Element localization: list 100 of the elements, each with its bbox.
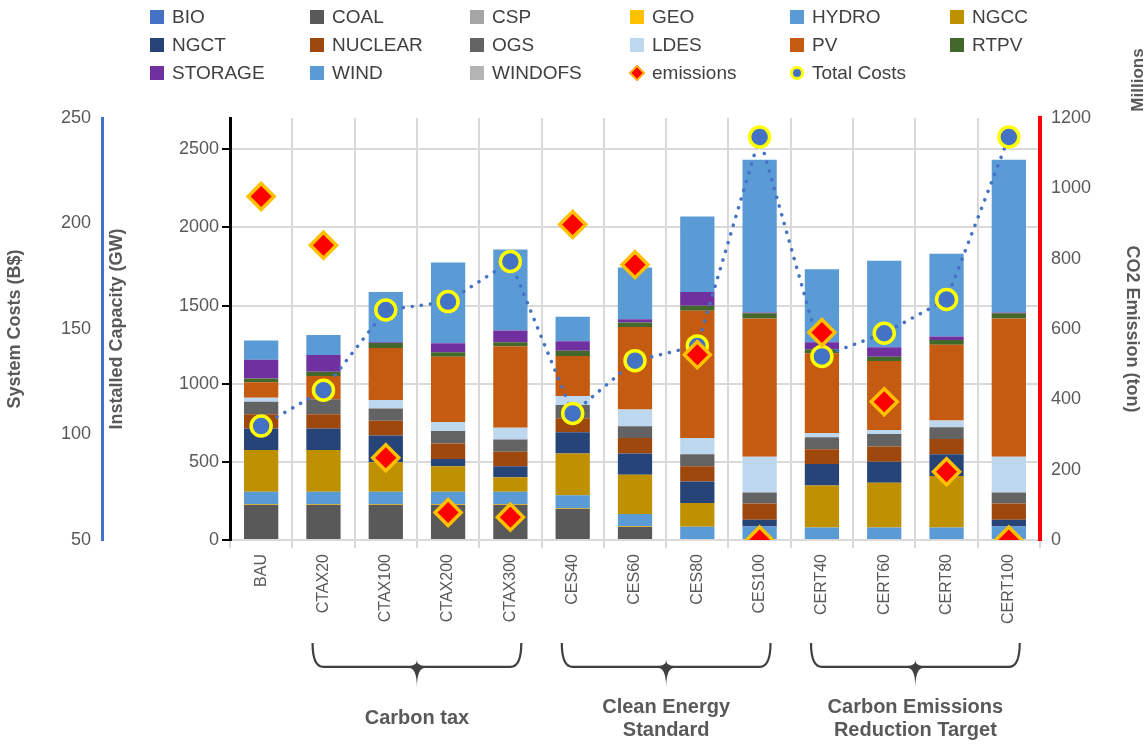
bar [244,378,279,383]
y3-axis-title: System Costs (B$) [3,249,24,409]
bar [493,477,528,492]
x-tick-label: CES80 [687,553,705,605]
bar [617,322,653,327]
bar [929,344,964,421]
point [682,339,713,370]
y2-tick-label: 800 [1051,247,1082,268]
point [498,249,523,274]
bar [555,316,590,342]
y-tick-label: 500 [188,450,219,471]
bar [867,446,902,462]
y-axis-title: Installed Capacity (GW) [105,228,126,430]
point [997,125,1021,149]
bar [929,439,964,455]
y-tick-label: 0 [208,528,219,549]
bar [493,330,528,343]
bar [555,341,590,351]
x-tick-label: CTAX100 [376,553,394,623]
bar [680,526,715,539]
bar [991,456,1026,493]
bar [493,466,528,478]
bar [244,359,279,379]
bar [680,454,715,467]
bar [867,429,902,435]
bar [430,491,466,505]
bar [306,355,341,372]
bar [929,475,964,528]
bar [617,526,653,539]
bar [555,350,590,356]
point [557,209,588,240]
bar [742,456,777,493]
y2-tick-label: 400 [1051,388,1082,409]
bar [244,382,279,398]
legend-label: NGCT [172,34,226,56]
bar [991,318,1026,457]
bar [991,492,1026,504]
x-tick-label: CTAX200 [438,553,456,623]
bar [306,334,341,356]
bar [555,355,590,396]
legend-label: GEO [652,6,695,28]
bar [306,371,341,376]
y-tick-label: 1500 [178,294,219,315]
bar [804,463,840,486]
x-tick-label: CERT100 [999,553,1017,624]
bar [430,443,466,459]
bar [306,414,341,429]
bar [430,431,466,444]
bar [368,420,403,436]
bar [680,216,715,292]
text: Millions [1128,47,1147,114]
x-tick-label: CTAX20 [313,553,331,614]
x-tick-label: CES60 [625,553,643,605]
point [495,502,526,532]
bar [742,159,777,313]
bar [430,356,466,422]
bar [430,352,466,357]
bar [929,527,964,539]
bar [680,466,715,482]
bar [368,400,403,409]
legend-label: CSP [492,6,532,28]
bar [742,313,777,319]
bar [929,427,964,440]
y2-tick-label: 200 [1051,458,1082,479]
legend-label: NUCLEAR [332,34,423,56]
legend-label: HYDRO [812,6,881,28]
bar [306,504,341,539]
x-tick-label: CES100 [750,553,768,614]
bar [929,339,964,345]
bar [493,342,528,347]
bar [742,318,777,457]
y3-tick-label: 200 [60,212,91,233]
bar [368,348,403,401]
bar [804,485,840,528]
bar [680,305,715,311]
bar [991,503,1026,520]
legend-label: COAL [332,6,384,28]
bar [555,453,590,496]
bar [617,513,653,526]
bar [867,482,902,528]
bar [804,432,840,438]
bar [617,474,653,514]
bar [742,503,777,520]
bar [555,432,590,454]
bar [430,458,466,467]
bar [991,313,1026,319]
bar [617,426,653,439]
x-tick-label: CTAX300 [500,553,518,623]
bar [804,437,840,450]
y-tick-label: 1000 [178,372,219,393]
y2-tick-label: 0 [1051,528,1062,549]
legend-label: STORAGE [172,62,265,84]
bar [680,291,715,306]
bar [368,408,403,421]
bar [867,461,902,483]
legend-label: PV [812,34,838,56]
bar [493,439,528,452]
y3-tick-label: 50 [70,528,91,549]
bar [742,519,777,527]
point [747,125,772,149]
